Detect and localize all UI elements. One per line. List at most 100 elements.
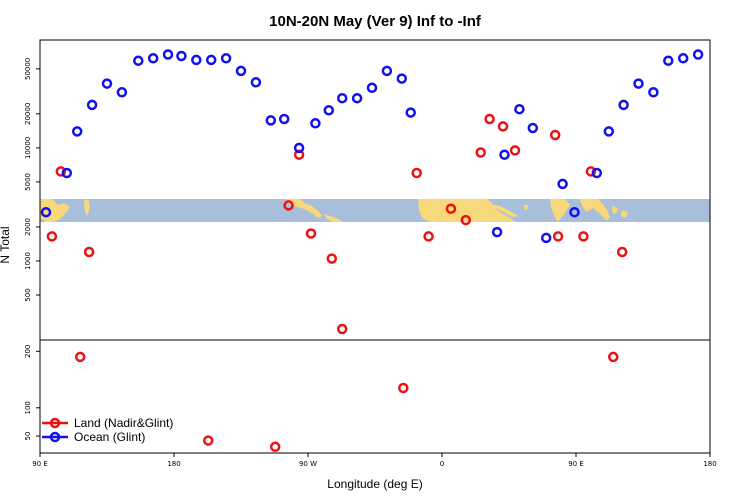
data-points: [40, 49, 704, 453]
lower-y-tick-label: 200: [24, 345, 32, 358]
land-point: [83, 246, 95, 258]
land-point: [336, 323, 348, 335]
land-point: [445, 203, 457, 214]
ocean-point: [618, 99, 629, 111]
land-point: [552, 231, 564, 242]
legend-label-land: Land (Nadir&Glint): [74, 416, 173, 430]
land-point: [423, 231, 434, 242]
x-axis: 90 E 180 90 W 0 90 E 180: [32, 453, 717, 468]
upper-y-tick-label: 2000: [24, 218, 32, 236]
ocean-point: [569, 206, 580, 218]
chart-title: 10N-20N May (Ver 9) Inf to -Inf: [269, 13, 482, 30]
ocean-point: [293, 142, 305, 154]
land-point: [578, 231, 589, 242]
ocean-point: [71, 126, 83, 137]
ocean-point: [351, 92, 363, 104]
ocean-point: [663, 55, 674, 66]
legend-marker-ocean: [49, 431, 61, 443]
ocean-point: [557, 178, 568, 190]
ocean-point: [40, 206, 52, 218]
series-land: [46, 113, 628, 453]
land-point: [460, 214, 472, 226]
x-axis-label: Longitude (deg E): [327, 477, 422, 491]
upper-y-tick-label: 10000: [24, 137, 32, 159]
ocean-point: [323, 105, 335, 116]
ocean-point: [176, 50, 187, 62]
ocean-point: [162, 49, 174, 60]
ocean-point: [491, 226, 503, 238]
ocean-point: [101, 78, 113, 89]
land-point: [74, 351, 86, 363]
ocean-point: [250, 77, 262, 88]
land-point: [475, 147, 486, 158]
legend-marker-land: [49, 417, 61, 429]
y-axis-label: N Total: [0, 226, 12, 263]
land-point: [305, 228, 317, 239]
x-tick-label: 90 E: [568, 460, 584, 468]
land-point: [509, 145, 521, 156]
land-point: [202, 435, 214, 446]
ocean-point: [116, 87, 128, 98]
upper-y-axis: 500 1000 2000 5000 10000 20000 50000: [24, 58, 40, 302]
upper-y-tick-label: 5000: [24, 173, 32, 191]
x-tick-label: 90 W: [299, 460, 317, 468]
ocean-point: [205, 54, 217, 66]
x-tick-label: 180: [167, 460, 180, 468]
x-tick-label: 90 E: [32, 460, 48, 468]
ocean-point: [677, 53, 689, 64]
upper-y-tick-label: 500: [24, 288, 32, 301]
ocean-point: [61, 167, 73, 179]
x-tick-label: 180: [703, 460, 716, 468]
legend-label-ocean: Ocean (Glint): [74, 430, 145, 444]
ocean-point: [648, 87, 659, 98]
ocean-point: [235, 65, 247, 77]
land-point: [283, 200, 294, 211]
ocean-point: [381, 65, 393, 77]
ocean-point: [405, 107, 416, 118]
upper-y-tick-label: 20000: [24, 103, 32, 125]
land-point: [55, 166, 67, 177]
legend-entry-land: Land (Nadir&Glint): [42, 416, 173, 430]
legend-entry-ocean: Ocean (Glint): [42, 430, 145, 444]
ocean-point: [265, 115, 277, 126]
land-point: [46, 231, 58, 242]
ocean-point: [396, 73, 408, 84]
ocean-point: [220, 53, 232, 64]
land-point: [484, 113, 495, 125]
ocean-point: [499, 149, 510, 160]
land-point: [269, 441, 281, 453]
land-point: [497, 121, 509, 132]
legend: Land (Nadir&Glint) Ocean (Glint): [42, 416, 173, 444]
upper-panel: 500 1000 2000 5000 10000 20000 50000: [24, 39, 711, 341]
map-ocean: [40, 199, 710, 222]
lower-y-tick-label: 100: [24, 401, 32, 414]
ocean-point: [527, 122, 539, 134]
ocean-point: [310, 118, 321, 129]
ocean-point: [133, 55, 144, 66]
ocean-point: [278, 113, 290, 125]
land-point: [585, 166, 597, 177]
lower-y-tick-label: 50: [24, 432, 32, 441]
ocean-point: [366, 82, 378, 94]
ocean-point: [191, 54, 202, 66]
upper-y-tick-label: 1000: [24, 252, 32, 270]
ocean-point: [692, 49, 704, 60]
ocean-point: [633, 78, 644, 89]
lower-y-axis: 50 100 200: [24, 345, 40, 441]
series-ocean: [40, 49, 704, 244]
land-point: [607, 351, 619, 363]
ocean-point: [514, 103, 525, 115]
x-tick-label: 0: [440, 460, 444, 468]
lower-panel: 50 100 200: [24, 339, 711, 454]
ocean-point: [540, 232, 552, 244]
land-point: [411, 167, 422, 179]
land-point: [549, 129, 561, 141]
ocean-point: [603, 126, 615, 137]
upper-y-tick-label: 50000: [24, 58, 32, 80]
ocean-point: [86, 99, 98, 111]
ocean-point: [147, 53, 159, 64]
land-point: [326, 253, 338, 264]
land-point: [616, 246, 628, 258]
world-map-strip: [40, 199, 710, 222]
